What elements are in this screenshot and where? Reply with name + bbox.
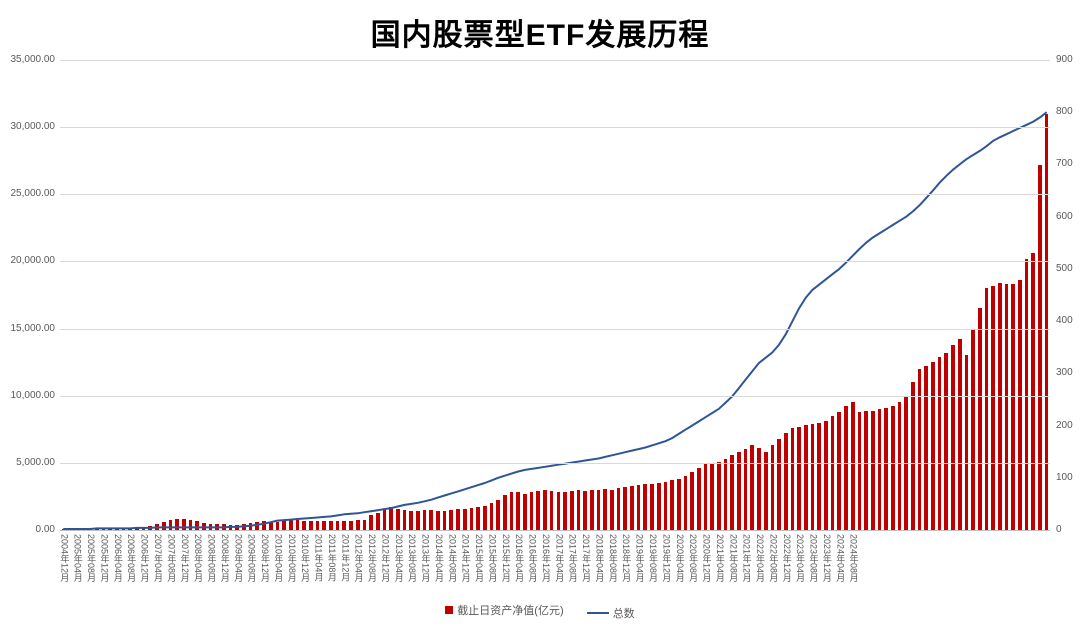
x-tick-label: 2023年04月 <box>795 534 804 582</box>
x-tick-label: 2022年04月 <box>755 534 764 582</box>
x-tick-label: 2014年12月 <box>461 534 470 582</box>
y-right-tick-label: 500 <box>1056 264 1073 274</box>
x-tick-label: 2009年08月 <box>247 534 256 582</box>
x-tick-label: 2020年08月 <box>688 534 697 582</box>
legend: 截止日资产净值(亿元) 总数 <box>0 602 1080 621</box>
x-tick-label: 2004年12月 <box>59 534 68 582</box>
x-tick-label: 2016年08月 <box>528 534 537 582</box>
y-left-tick-label: 20,000.00 <box>5 256 55 266</box>
y-right-tick-label: 800 <box>1056 107 1073 117</box>
x-tick-label: 2010年12月 <box>300 534 309 582</box>
x-tick-label: 2019年08月 <box>648 534 657 582</box>
y-left-tick-label: 35,000.00 <box>5 55 55 65</box>
y-right-tick-label: 0 <box>1056 525 1062 535</box>
x-tick-label: 2013年12月 <box>421 534 430 582</box>
x-tick-label: 2018年04月 <box>594 534 603 582</box>
x-tick-label: 2016年12月 <box>541 534 550 582</box>
x-tick-label: 2017年04月 <box>554 534 563 582</box>
x-tick-label: 2022年08月 <box>768 534 777 582</box>
gridline <box>60 127 1050 128</box>
y-right-tick-label: 300 <box>1056 368 1073 378</box>
x-tick-label: 2005年04月 <box>73 534 82 582</box>
x-tick-label: 2008年04月 <box>193 534 202 582</box>
x-tick-label: 2024年04月 <box>835 534 844 582</box>
x-tick-label: 2011年04月 <box>314 534 323 581</box>
x-tick-label: 2012年12月 <box>380 534 389 582</box>
y-right-tick-label: 900 <box>1056 55 1073 65</box>
x-tick-label: 2008年08月 <box>207 534 216 582</box>
x-tick-label: 2019年12月 <box>661 534 670 582</box>
x-tick-label: 2006年04月 <box>113 534 122 582</box>
x-tick-label: 2009年04月 <box>233 534 242 582</box>
x-tick-label: 2006年12月 <box>140 534 149 582</box>
legend-item-line: 总数 <box>587 605 635 621</box>
x-tick-label: 2018年08月 <box>608 534 617 582</box>
y-right-tick-label: 200 <box>1056 421 1073 431</box>
x-tick-label: 2015年12月 <box>501 534 510 582</box>
x-tick-label: 2007年04月 <box>153 534 162 582</box>
x-tick-label: 2010年08月 <box>287 534 296 582</box>
x-tick-label: 2020年04月 <box>675 534 684 582</box>
x-tick-label: 2013年08月 <box>407 534 416 582</box>
legend-label-bars: 截止日资产净值(亿元) <box>457 602 563 618</box>
y-right-tick-label: 400 <box>1056 316 1073 326</box>
x-tick-label: 2013年04月 <box>394 534 403 582</box>
x-tick-label: 2021年12月 <box>742 534 751 582</box>
gridline <box>60 329 1050 330</box>
x-tick-label: 2005年08月 <box>86 534 95 582</box>
y-right-tick-label: 100 <box>1056 473 1073 483</box>
x-tick-label: 2007年08月 <box>166 534 175 582</box>
x-tick-label: 2024年08月 <box>849 534 858 582</box>
x-tick-label: 2016年04月 <box>514 534 523 582</box>
legend-label-line: 总数 <box>613 605 635 621</box>
x-tick-label: 2012年04月 <box>354 534 363 582</box>
x-tick-label: 2017年12月 <box>581 534 590 582</box>
x-tick-label: 2012年08月 <box>367 534 376 582</box>
y-right-tick-label: 600 <box>1056 212 1073 222</box>
x-tick-label: 2011年08月 <box>327 534 336 581</box>
legend-swatch-line <box>587 612 609 614</box>
y-left-tick-label: 10,000.00 <box>5 391 55 401</box>
plot-area: 0.005,000.0010,000.0015,000.0020,000.002… <box>60 60 1050 530</box>
y-left-tick-label: 25,000.00 <box>5 189 55 199</box>
y-left-tick-label: 30,000.00 <box>5 122 55 132</box>
x-tick-label: 2022年12月 <box>782 534 791 582</box>
gridline <box>60 194 1050 195</box>
x-tick-label: 2020年12月 <box>702 534 711 582</box>
x-tick-label: 2010年04月 <box>273 534 282 582</box>
x-tick-label: 2014年04月 <box>434 534 443 582</box>
line-path <box>63 112 1046 529</box>
gridline <box>60 261 1050 262</box>
x-tick-label: 2011年12月 <box>340 534 349 581</box>
line-series <box>60 60 1050 530</box>
y-right-tick-label: 700 <box>1056 159 1073 169</box>
y-left-tick-label: 15,000.00 <box>5 324 55 334</box>
x-tick-label: 2006年08月 <box>126 534 135 582</box>
x-tick-label: 2005年12月 <box>99 534 108 582</box>
x-tick-label: 2023年08月 <box>809 534 818 582</box>
x-tick-label: 2009年12月 <box>260 534 269 582</box>
chart-title: 国内股票型ETF发展历程 <box>0 10 1080 54</box>
x-tick-label: 2023年12月 <box>822 534 831 582</box>
x-tick-label: 2014年08月 <box>447 534 456 582</box>
x-tick-label: 2008年12月 <box>220 534 229 582</box>
x-tick-label: 2015年08月 <box>487 534 496 582</box>
x-tick-label: 2019年04月 <box>635 534 644 582</box>
y-left-tick-label: 5,000.00 <box>5 458 55 468</box>
y-left-tick-label: 0.00 <box>5 525 55 535</box>
x-tick-label: 2015年04月 <box>474 534 483 582</box>
chart-container: 国内股票型ETF发展历程 0.005,000.0010,000.0015,000… <box>0 0 1080 638</box>
x-tick-label: 2017年08月 <box>568 534 577 582</box>
legend-item-bars: 截止日资产净值(亿元) <box>445 602 563 618</box>
gridline <box>60 396 1050 397</box>
legend-swatch-bar <box>445 606 453 614</box>
x-tick-label: 2018年12月 <box>621 534 630 582</box>
gridline <box>60 60 1050 61</box>
x-axis-line <box>60 530 1050 531</box>
x-tick-label: 2021年04月 <box>715 534 724 582</box>
x-tick-label: 2007年12月 <box>180 534 189 582</box>
gridline <box>60 463 1050 464</box>
x-tick-label: 2021年08月 <box>728 534 737 582</box>
